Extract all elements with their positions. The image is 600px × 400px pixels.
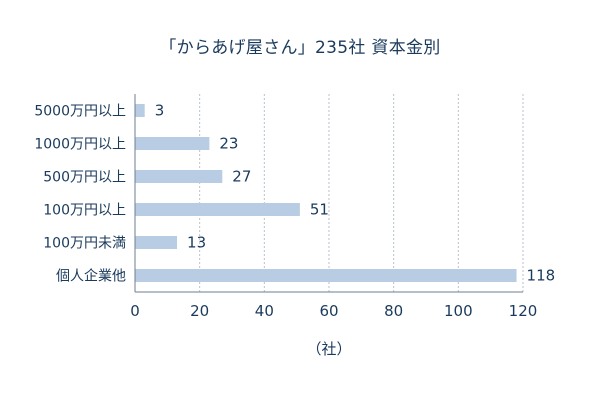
x-tick-label: 60: [319, 302, 338, 320]
axes: [134, 94, 523, 293]
bar-value-label: 3: [155, 102, 165, 120]
x-tick-label: 40: [255, 302, 274, 320]
bar-value-label: 118: [527, 267, 556, 285]
y-category-label: 100万円以上: [43, 203, 126, 219]
bar: [135, 137, 210, 150]
y-category-label: 100万円未満: [43, 236, 126, 252]
bar-value-label: 13: [187, 234, 206, 252]
y-category-label: 1000万円以上: [34, 137, 126, 153]
bar-value-label: 23: [219, 135, 238, 153]
y-category-label: 500万円以上: [43, 170, 126, 186]
bar: [135, 269, 517, 282]
x-tick-label: 0: [130, 302, 140, 320]
y-category-label: 個人企業他: [56, 268, 126, 285]
chart-title: 「からあげ屋さん」235社 資本金別: [159, 38, 441, 58]
bar-value-label: 51: [310, 201, 329, 219]
bar: [135, 236, 178, 249]
x-tick-label: 80: [384, 302, 403, 320]
y-category-label: 5000万円以上: [34, 104, 126, 120]
bar: [135, 170, 223, 183]
gridlines: [199, 94, 524, 292]
x-tick-label: 120: [509, 302, 538, 320]
x-axis-unit-label: （社）: [306, 340, 352, 358]
bar-value-label: 27: [232, 168, 251, 186]
bar: [135, 203, 300, 216]
x-tick-label: 20: [190, 302, 209, 320]
bar: [135, 104, 145, 117]
labels: 0 20 40 60 80 100 120 5000万円以上 3 1000万円以上 23 500万円以…: [34, 102, 555, 321]
x-tick-label: 100: [444, 302, 473, 320]
bars: [135, 104, 517, 282]
